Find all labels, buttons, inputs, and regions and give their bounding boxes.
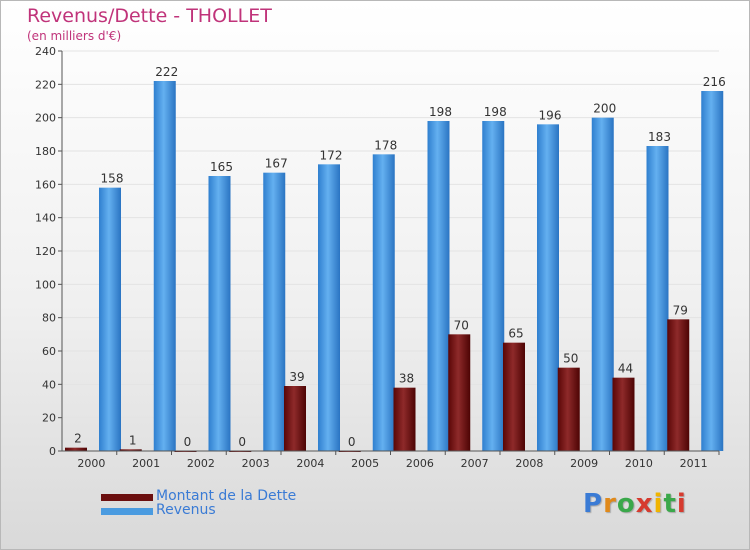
y-tick-label: 100 <box>35 278 56 291</box>
logo-letter: x <box>635 489 654 519</box>
data-label-debt-2005: 0 <box>348 435 356 449</box>
bar-debt-2006 <box>393 387 416 451</box>
bar-revenus-2003 <box>263 172 286 451</box>
y-tick-label: 160 <box>35 178 56 191</box>
data-label-revenus-2010: 183 <box>648 130 671 144</box>
bar-revenus-2004 <box>318 164 340 452</box>
data-label-revenus-2001: 222 <box>155 65 178 79</box>
data-label-debt-2008: 65 <box>508 327 523 341</box>
y-tick-label: 220 <box>35 78 56 91</box>
bar-debt-2001 <box>119 449 142 451</box>
bar-revenus-2005 <box>372 154 395 452</box>
data-label-revenus-2008: 196 <box>539 108 562 122</box>
x-tick-label: 2001 <box>132 457 160 470</box>
data-label-revenus-2002: 165 <box>210 160 233 174</box>
x-axis: 2000 2001 2002 2003 2004 2005 2006 2007 2008 2009… <box>62 450 720 470</box>
y-tick-label: 40 <box>42 378 56 391</box>
data-label-revenus-2009: 200 <box>593 102 616 116</box>
x-tick-label: 2000 <box>77 457 105 470</box>
bar-revenus-2006 <box>427 121 450 451</box>
data-label-debt-2009: 50 <box>563 352 578 366</box>
data-label-debt-2010: 44 <box>618 362 633 376</box>
bar-debt-2010 <box>612 377 635 451</box>
bar-debt-2004 <box>284 386 306 451</box>
legend-swatch-debt <box>101 494 153 501</box>
bar-revenus-2001 <box>153 81 176 451</box>
x-tick-label: 2010 <box>625 457 653 470</box>
y-tick-label: 0 <box>49 445 56 458</box>
bar-debt-2009 <box>557 367 580 451</box>
proxiti-logo: Proxiti <box>583 489 687 519</box>
y-axis: 0 20 40 60 80 100 120 140 160 180 200 220 240 <box>35 45 63 458</box>
data-label-debt-2011: 79 <box>673 303 688 317</box>
logo-letter: t <box>663 489 677 519</box>
bar-debt-2008 <box>503 342 525 451</box>
x-tick-label: 2008 <box>515 457 543 470</box>
data-label-revenus-2007: 198 <box>484 105 507 119</box>
y-tick-label: 140 <box>35 212 56 225</box>
bar-revenus-2011 <box>701 91 724 451</box>
x-tick-label: 2011 <box>680 457 708 470</box>
x-tick-label: 2007 <box>461 457 489 470</box>
y-tick-label: 60 <box>42 345 56 358</box>
legend-swatch-revenus <box>101 508 153 515</box>
x-tick-label: 2004 <box>296 457 324 470</box>
logo-letter: i <box>653 489 664 519</box>
data-label-revenus-2011: 216 <box>703 75 726 89</box>
logo-letter: i <box>676 489 687 519</box>
data-label-debt-2001: 1 <box>129 433 137 447</box>
data-label-debt-2004: 39 <box>289 370 304 384</box>
data-label-debt-2003: 0 <box>238 435 246 449</box>
chart-subtitle: (en milliers d'€) <box>27 29 122 43</box>
data-label-revenus-2000: 158 <box>101 172 124 186</box>
bar-revenus-2007 <box>482 121 505 451</box>
x-tick-label: 2002 <box>187 457 215 470</box>
logo-letter: o <box>616 489 636 519</box>
x-tick-label: 2003 <box>242 457 270 470</box>
logo-letter: r <box>603 489 617 519</box>
x-tick-label: 2005 <box>351 457 379 470</box>
data-label-revenus-2006: 198 <box>429 105 452 119</box>
data-label-revenus-2003: 167 <box>265 157 288 171</box>
bar-debt-2007 <box>448 334 471 451</box>
data-label-debt-2007: 70 <box>454 318 469 332</box>
y-tick-label: 20 <box>42 412 56 425</box>
y-tick-label: 80 <box>42 312 56 325</box>
bar-debt-2011 <box>667 319 690 451</box>
y-tick-label: 240 <box>35 45 56 58</box>
bar-revenus-2009 <box>591 117 614 452</box>
data-label-revenus-2004: 172 <box>320 148 343 162</box>
data-label-debt-2002: 0 <box>184 435 192 449</box>
bar-revenus-2002 <box>208 176 231 451</box>
bar-revenus-2010 <box>646 146 669 451</box>
bar-revenus-2008 <box>537 124 559 451</box>
logo-letter: P <box>583 489 604 519</box>
chart-title: Revenus/Dette - THOLLET <box>27 5 272 27</box>
x-tick-label: 2009 <box>570 457 598 470</box>
data-label-debt-2000: 2 <box>74 432 82 446</box>
bars: 2 158 1 222 0 165 0 167 39 172 0 178 38 198 70 198 65 196… <box>65 65 726 452</box>
y-tick-label: 200 <box>35 112 56 125</box>
y-tick-label: 180 <box>35 145 56 158</box>
legend-label-debt: Montant de la Dette <box>156 488 297 504</box>
data-label-revenus-2005: 178 <box>374 138 397 152</box>
bar-revenus-2000 <box>99 187 121 451</box>
y-tick-label: 120 <box>35 245 56 258</box>
legend-label-revenus: Revenus <box>156 502 216 518</box>
x-tick-label: 2006 <box>406 457 434 470</box>
bar-debt-2000 <box>65 447 87 451</box>
data-label-debt-2006: 38 <box>399 372 414 386</box>
